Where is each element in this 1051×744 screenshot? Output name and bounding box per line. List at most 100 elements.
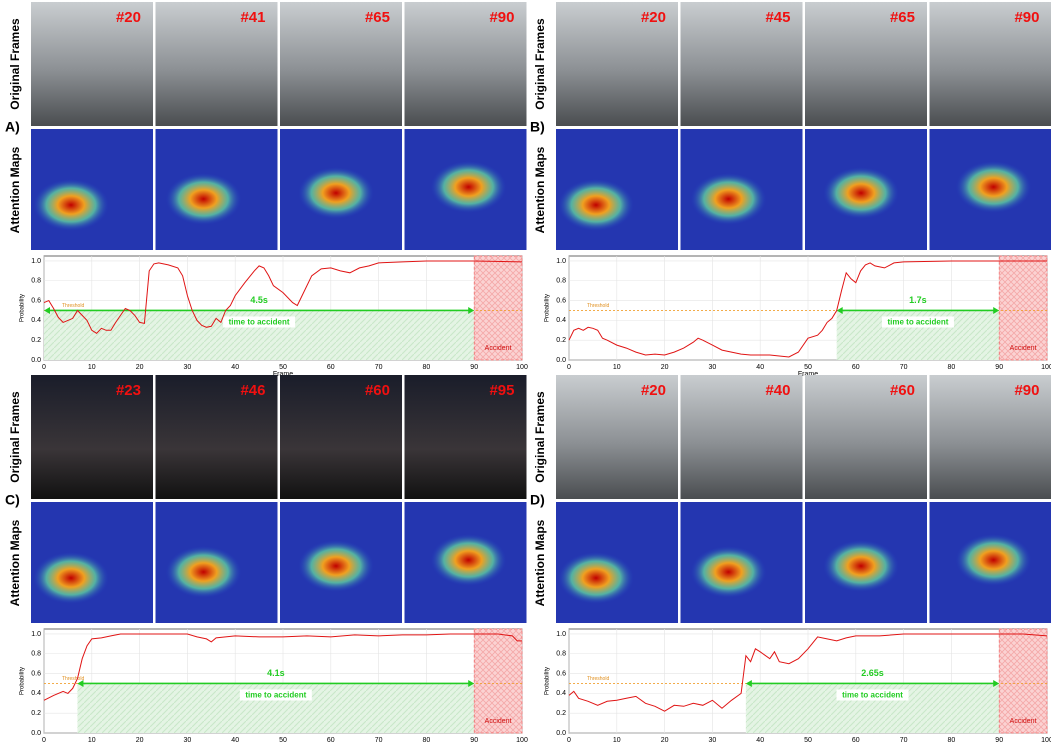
y-tick-label: 0.8 xyxy=(31,651,41,658)
x-tick-label: 10 xyxy=(88,737,96,744)
attention-hotspot xyxy=(431,534,507,586)
x-tick-label: 90 xyxy=(470,737,478,744)
x-tick-label: 100 xyxy=(1041,364,1051,371)
y-tick-label: 1.0 xyxy=(556,258,566,265)
x-tick-label: 80 xyxy=(423,737,431,744)
y-tick-label: 0.8 xyxy=(31,278,41,285)
row-label: Original Frames xyxy=(8,18,22,110)
x-tick-label: 50 xyxy=(804,737,812,744)
attention-hotspot xyxy=(166,173,242,225)
y-tick-label: 0.8 xyxy=(556,651,566,658)
frame-number: #20 xyxy=(641,382,666,399)
frame-number: #90 xyxy=(1014,382,1039,399)
attention-hotspot xyxy=(33,179,109,231)
frame-number: #90 xyxy=(489,9,514,26)
arrow-label: time to accident xyxy=(245,691,306,700)
panel-label: D) xyxy=(530,492,545,508)
x-tick-label: 60 xyxy=(327,737,335,744)
x-tick-label: 20 xyxy=(661,737,669,744)
x-tick-label: 80 xyxy=(948,737,956,744)
y-tick-label: 0.0 xyxy=(31,357,41,364)
x-tick-label: 20 xyxy=(136,737,144,744)
x-tick-label: 0 xyxy=(567,737,571,744)
frame-number: #90 xyxy=(1014,9,1039,26)
row-label: Attention Maps xyxy=(8,146,22,233)
x-tick-label: 80 xyxy=(948,364,956,371)
panel-label: B) xyxy=(530,119,545,135)
y-tick-label: 0.6 xyxy=(556,297,566,304)
frame-number: #65 xyxy=(365,9,390,26)
attention-hotspot xyxy=(956,161,1032,213)
row-label: Attention Maps xyxy=(533,519,547,606)
accident-label: Accident xyxy=(1010,718,1037,725)
y-tick-label: 0.6 xyxy=(31,670,41,677)
x-tick-label: 90 xyxy=(995,364,1003,371)
frame-number: #20 xyxy=(116,9,141,26)
attention-hotspot xyxy=(33,552,109,604)
y-tick-label: 0.4 xyxy=(556,317,566,324)
x-tick-label: 60 xyxy=(852,364,860,371)
y-axis-label: Probability xyxy=(545,294,551,322)
accident-label: Accident xyxy=(1010,345,1037,352)
x-tick-label: 40 xyxy=(231,364,239,371)
y-tick-label: 0.6 xyxy=(31,297,41,304)
x-tick-label: 60 xyxy=(852,737,860,744)
attention-hotspot xyxy=(558,552,634,604)
y-axis-label: Probability xyxy=(20,294,26,322)
lead-time: 4.5s xyxy=(250,295,268,305)
attention-hotspot xyxy=(691,546,767,598)
attention-hotspot xyxy=(298,167,374,219)
attention-hotspot xyxy=(691,173,767,225)
x-tick-label: 100 xyxy=(516,364,528,371)
y-tick-label: 0.6 xyxy=(556,670,566,677)
x-tick-label: 10 xyxy=(88,364,96,371)
frame-number: #65 xyxy=(890,9,915,26)
lead-time: 1.7s xyxy=(909,295,927,305)
attention-hotspot xyxy=(558,179,634,231)
y-tick-label: 0.0 xyxy=(556,730,566,737)
frame-number: #41 xyxy=(240,9,265,26)
x-tick-label: 100 xyxy=(516,737,528,744)
arrow-label: time to accident xyxy=(887,318,948,327)
y-tick-label: 0.8 xyxy=(556,278,566,285)
y-tick-label: 1.0 xyxy=(556,631,566,638)
threshold-label: Threshold xyxy=(62,303,84,309)
arrow-label: time to accident xyxy=(229,318,290,327)
y-tick-label: 0.2 xyxy=(556,710,566,717)
attention-hotspot xyxy=(298,540,374,592)
attention-hotspot xyxy=(823,167,899,219)
x-tick-label: 40 xyxy=(231,737,239,744)
x-tick-label: 40 xyxy=(756,364,764,371)
y-axis-label: Probability xyxy=(545,667,551,695)
x-tick-label: 10 xyxy=(613,737,621,744)
x-tick-label: 90 xyxy=(995,737,1003,744)
threshold-label: Threshold xyxy=(587,303,609,309)
figure: #20 #41 #65 #90 Original Frames Attention Map… xyxy=(0,0,1051,744)
frame-number: #23 xyxy=(116,382,141,399)
frame-number: #45 xyxy=(765,9,790,26)
y-tick-label: 0.2 xyxy=(556,337,566,344)
x-tick-label: 50 xyxy=(279,364,287,371)
frame-number: #60 xyxy=(890,382,915,399)
row-label: Attention Maps xyxy=(8,519,22,606)
frame-number: #60 xyxy=(365,382,390,399)
y-tick-label: 0.2 xyxy=(31,710,41,717)
x-tick-label: 0 xyxy=(42,364,46,371)
panel-label: C) xyxy=(5,492,20,508)
x-tick-label: 70 xyxy=(900,364,908,371)
row-label: Original Frames xyxy=(8,391,22,483)
x-tick-label: 30 xyxy=(709,737,717,744)
arrow-label: time to accident xyxy=(842,691,903,700)
x-tick-label: 60 xyxy=(327,364,335,371)
frame-number: #20 xyxy=(641,9,666,26)
attention-hotspot xyxy=(823,540,899,592)
x-tick-label: 80 xyxy=(423,364,431,371)
x-tick-label: 20 xyxy=(136,364,144,371)
panel-label: A) xyxy=(5,119,20,135)
frame-number: #40 xyxy=(765,382,790,399)
frame-number: #95 xyxy=(489,382,514,399)
attention-hotspot xyxy=(956,534,1032,586)
y-tick-label: 1.0 xyxy=(31,258,41,265)
